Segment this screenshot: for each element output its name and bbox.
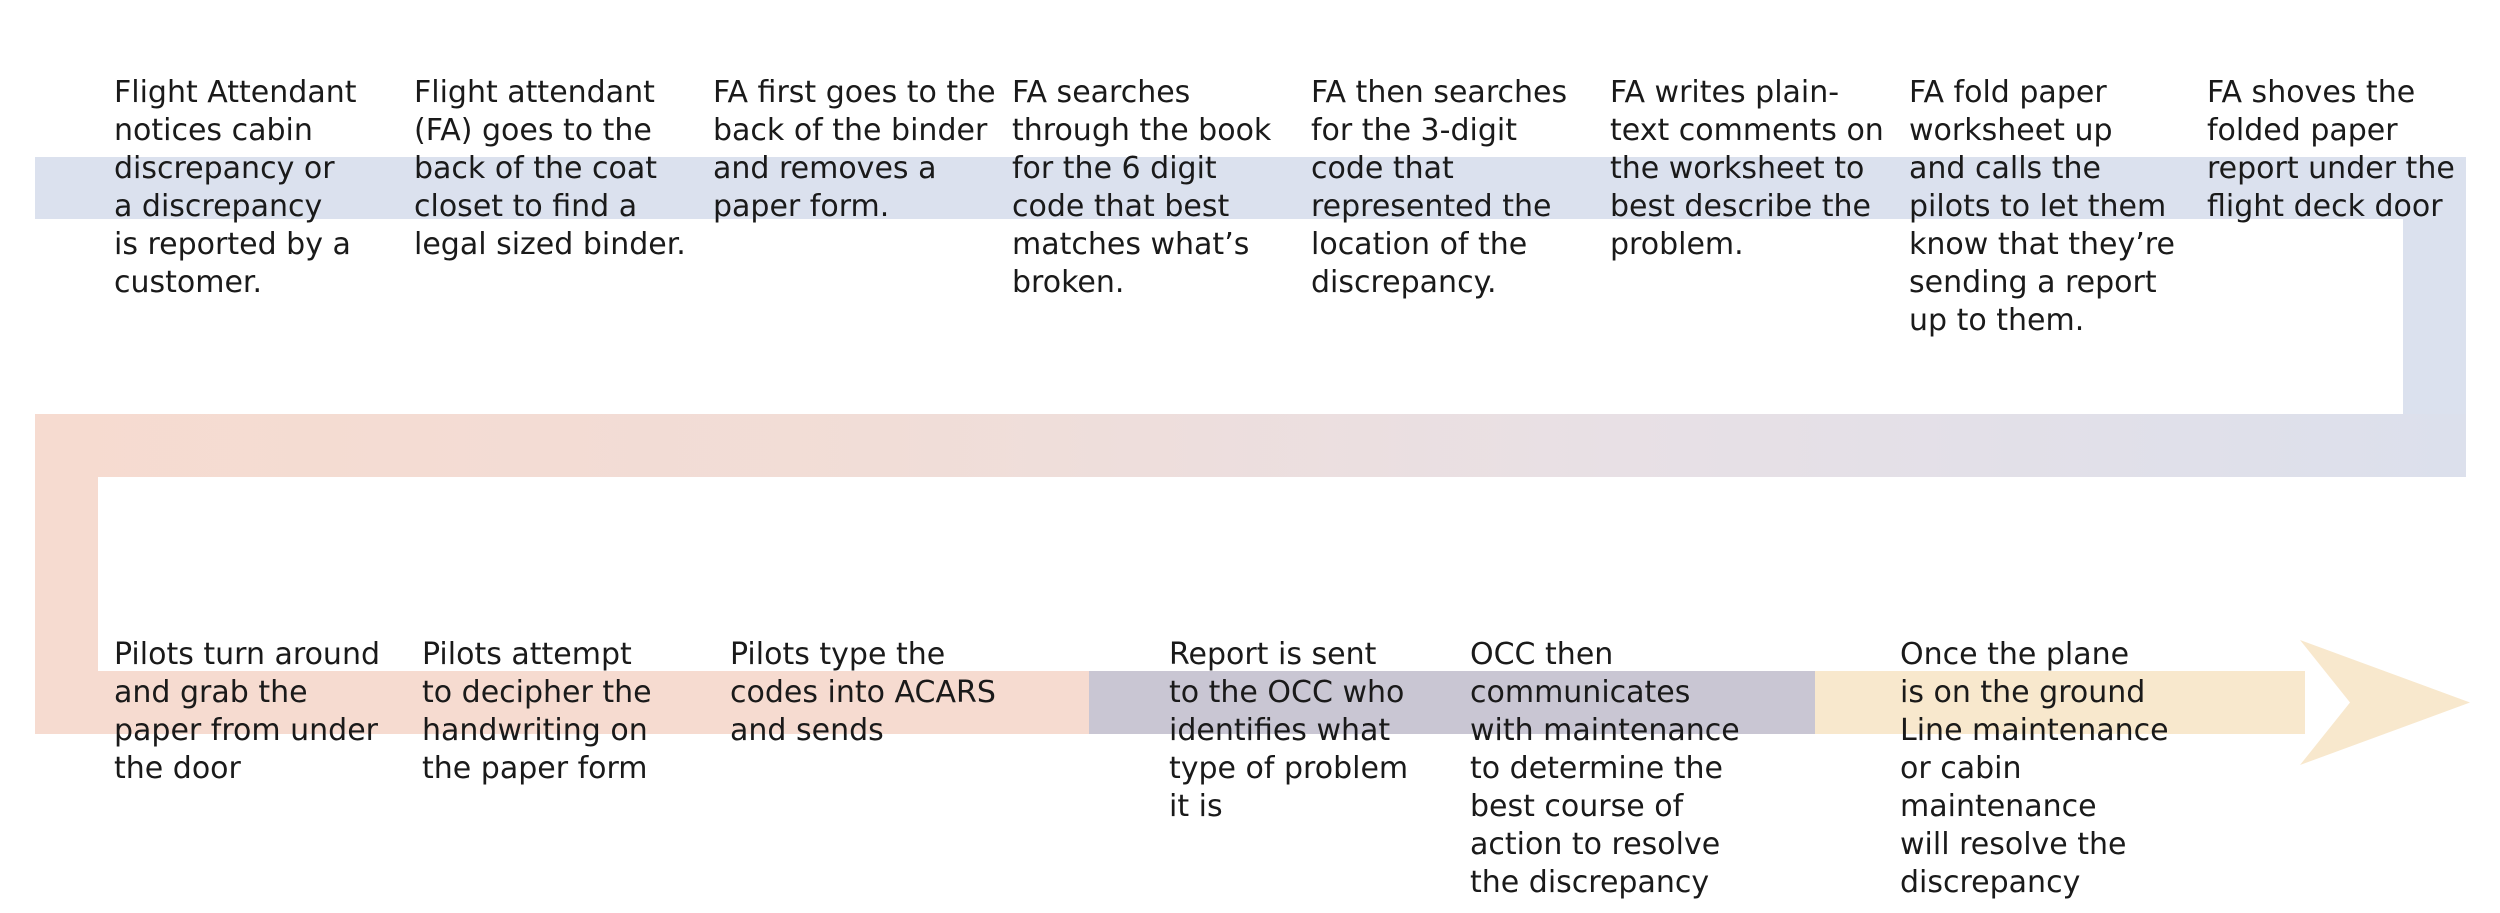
step-fa-removes-form: FA first goes to the back of the binder … [713, 75, 996, 224]
arrow-head [2300, 640, 2470, 765]
step-fa-calls-pilots: FA fold paper worksheet up and calls the… [1909, 75, 2175, 338]
step-pilots-grab-paper: Pilots turn around and grab the paper fr… [114, 637, 381, 786]
step-fa-shoves-report: FA shoves the folded paper report under … [2207, 75, 2455, 224]
step-report-to-occ: Report is sent to the OCC who identifies… [1169, 637, 1409, 824]
step-occ-communicates: OCC then communicates with maintenance t… [1470, 637, 1740, 900]
step-fa-notices-discrepancy: Flight Attendant notices cabin discrepan… [114, 75, 357, 300]
step-fa-writes-comments: FA writes plain- text comments on the wo… [1610, 75, 1884, 262]
pilots-flow-band [35, 671, 1089, 734]
return-flow-band [35, 414, 2466, 477]
step-fa-finds-6-digit-code: FA searches through the book for the 6 d… [1012, 75, 1272, 300]
occ-flow-band [1089, 671, 1815, 734]
step-maintenance-resolves: Once the plane is on the ground Line mai… [1900, 637, 2169, 900]
top-flow-band [35, 157, 2403, 219]
maintenance-flow-band [1815, 671, 2305, 734]
step-fa-finds-3-digit-code: FA then searches for the 3-digit code th… [1311, 75, 1568, 300]
step-pilots-decipher: Pilots attempt to decipher the handwriti… [422, 637, 652, 786]
step-pilots-type-acars: Pilots type the codes into ACARS and sen… [730, 637, 996, 748]
step-fa-finds-binder: Flight attendant (FA) goes to the back o… [414, 75, 686, 262]
